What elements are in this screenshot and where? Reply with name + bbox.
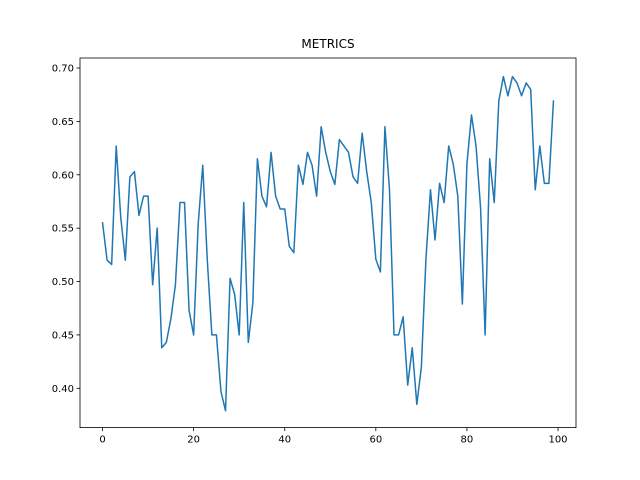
y-tick-label: 0.45 [52,330,74,341]
x-tick-label: 60 [369,435,382,446]
y-tick-label: 0.40 [52,384,74,395]
x-tick-label: 80 [461,435,474,446]
axes-frame [79,57,577,429]
x-tick-label: 40 [278,435,291,446]
x-tick-label: 20 [187,435,200,446]
y-tick-label: 0.50 [52,277,74,288]
y-axis: 0.40 0.45 0.50 0.55 0.60 0.65 0.70 [52,64,80,395]
y-tick-label: 0.70 [52,64,74,75]
x-tick-label: 0 [99,435,105,446]
series-line [101,75,555,412]
plot-area [101,75,555,412]
x-axis: 0 20 40 60 80 100 [99,427,568,446]
chart-title: METRICS [301,37,354,51]
x-tick-label: 100 [548,435,567,446]
y-tick-label: 0.60 [52,170,74,181]
y-tick-label: 0.65 [52,117,74,128]
y-tick-label: 0.55 [52,224,74,235]
